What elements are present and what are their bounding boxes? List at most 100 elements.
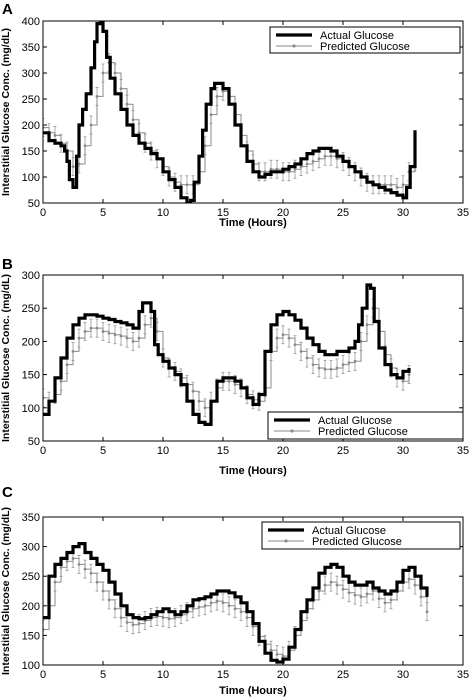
predicted-point (77, 562, 81, 566)
x-tick-label: 25 (337, 669, 349, 681)
y-tick-label: 150 (22, 146, 40, 158)
predicted-point (389, 598, 393, 602)
predicted-point (221, 89, 225, 93)
predicted-point (209, 113, 213, 116)
predicted-point (125, 620, 129, 624)
panel-letter: B (2, 256, 13, 273)
predicted-point (281, 654, 285, 658)
predicted-point (161, 616, 165, 620)
legend-marker (290, 429, 294, 433)
x-tick-label: 10 (157, 445, 169, 457)
x-tick-label: 30 (397, 445, 409, 457)
predicted-point (155, 330, 159, 333)
predicted-point (401, 379, 405, 383)
series-group (43, 283, 411, 426)
predicted-point (419, 595, 423, 599)
legend-entry: Predicted Glucose (312, 536, 402, 548)
predicted-point (101, 71, 105, 75)
predicted-point (203, 144, 207, 148)
predicted-glucose-line (43, 307, 410, 409)
predicted-point (125, 336, 129, 340)
x-tick-label: 0 (40, 445, 46, 457)
x-tick-label: 15 (217, 207, 229, 219)
legend-box (269, 26, 461, 54)
predicted-point (107, 598, 111, 602)
legend-marker (292, 44, 296, 48)
x-tick-label: 15 (217, 669, 229, 681)
predicted-point (269, 648, 273, 652)
predicted-point (215, 95, 219, 98)
predicted-point (329, 367, 333, 371)
actual-glucose-line (43, 283, 411, 426)
actual-glucose-line (43, 542, 429, 664)
predicted-point (71, 165, 75, 169)
legend-box (267, 411, 464, 440)
predicted-point (83, 144, 87, 148)
predicted-point (221, 601, 225, 605)
predicted-point (83, 567, 87, 571)
y-tick-label: 200 (22, 336, 40, 348)
predicted-point (335, 583, 339, 587)
plot-frame (42, 20, 464, 204)
plot-frame (42, 274, 464, 442)
predicted-point (119, 616, 123, 620)
predicted-point (149, 316, 153, 320)
predicted-point (113, 333, 117, 337)
legend-entry: Predicted Glucose (318, 426, 408, 438)
predicted-point (311, 363, 315, 367)
predicted-point (203, 406, 207, 410)
predicted-point (89, 571, 93, 575)
predicted-point (233, 383, 237, 386)
predicted-point (143, 323, 147, 327)
predicted-point (95, 326, 99, 330)
predicted-point (53, 134, 57, 137)
predicted-point (365, 323, 369, 327)
predicted-point (377, 597, 381, 601)
predicted-point (131, 118, 135, 122)
predicted-point (353, 359, 357, 363)
x-tick-label: 0 (40, 669, 46, 681)
predicted-point (71, 557, 75, 560)
x-tick-label: 5 (100, 207, 106, 219)
predicted-point (131, 623, 135, 627)
predicted-point (167, 617, 171, 621)
y-tick-label: 250 (22, 571, 40, 583)
predicted-point (299, 165, 303, 169)
predicted-point (407, 373, 411, 376)
predicted-point (95, 580, 99, 584)
y-tick-label: 150 (22, 630, 40, 642)
predicted-point (137, 336, 141, 340)
predicted-point (77, 336, 81, 340)
predicted-point (95, 95, 99, 98)
legend-entry: Actual Glucose (318, 415, 392, 427)
x-axis-label: Time (Hours) (219, 217, 287, 229)
predicted-point (89, 326, 93, 330)
predicted-point (425, 610, 429, 614)
predicted-glucose-line (43, 62, 416, 188)
x-tick-label: 20 (277, 669, 289, 681)
predicted-point (335, 366, 339, 370)
plot-frame (42, 516, 464, 666)
predicted-point (65, 363, 69, 367)
predicted-point (281, 333, 285, 337)
predicted-point (59, 379, 63, 383)
predicted-point (275, 652, 279, 656)
legend-entry: Predicted Glucose (320, 41, 410, 53)
x-tick-label: 5 (100, 669, 106, 681)
predicted-point (317, 157, 321, 161)
predicted-point (137, 622, 141, 625)
predicted-point (329, 580, 333, 584)
predicted-point (287, 336, 291, 340)
predicted-point (113, 607, 117, 611)
predicted-point (263, 170, 267, 174)
predicted-point (71, 349, 75, 353)
predicted-point (353, 593, 357, 597)
y-axis-label: Interstitial Glucose Conc. (mg/dL) (0, 274, 12, 442)
legend-marker (284, 539, 288, 543)
predicted-point (341, 363, 345, 367)
panel-letter: A (2, 1, 13, 18)
x-tick-label: 20 (277, 445, 289, 457)
